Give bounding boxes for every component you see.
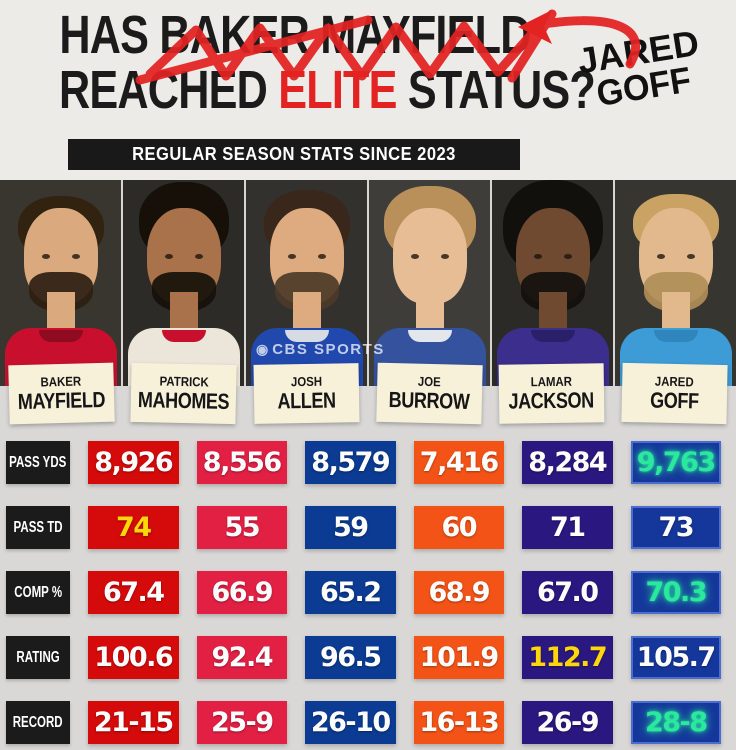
player-headshot bbox=[0, 180, 123, 386]
stat-cell: 8,579 bbox=[305, 441, 396, 484]
avatar-eye-left bbox=[164, 254, 173, 259]
avatar-face bbox=[392, 208, 467, 304]
player-last-name: MAYFIELD bbox=[17, 386, 106, 415]
player-name-card: JARED GOFF bbox=[621, 362, 728, 425]
stat-row-label: COMP % bbox=[6, 571, 70, 614]
avatar-eye-left bbox=[287, 254, 296, 259]
player-headshot bbox=[492, 180, 615, 386]
stat-cell: 65.2 bbox=[305, 571, 396, 614]
avatar-eye-left bbox=[533, 254, 542, 259]
player-name-card: JOE BURROW bbox=[376, 362, 483, 425]
title-line-2: REACHED ELITE STATUS? bbox=[59, 60, 596, 121]
stat-row: RATING 100.6 92.4 96.5 101.9 112.7 105.7 bbox=[0, 636, 736, 679]
stat-cell: 100.6 bbox=[88, 636, 179, 679]
player-last-name: MAHOMES bbox=[137, 387, 230, 415]
avatar-eye-left bbox=[410, 254, 419, 259]
stat-row-label: PASS YDS bbox=[6, 441, 70, 484]
avatar-eye-left bbox=[41, 254, 50, 259]
avatar-collar bbox=[653, 330, 698, 342]
subtitle-banner-text: REGULAR SEASON STATS SINCE 2023 bbox=[132, 144, 456, 164]
avatar-eye-left bbox=[656, 254, 665, 259]
title-crossed-name: BAKER MAYFIELD bbox=[159, 5, 531, 65]
player-last-name: JACKSON bbox=[509, 387, 595, 414]
stat-cell: 71 bbox=[522, 506, 613, 549]
stat-cell: 74 bbox=[88, 506, 179, 549]
stat-cell: 25-9 bbox=[196, 701, 287, 744]
stat-cell: 7,416 bbox=[413, 441, 504, 484]
stat-cell: 92.4 bbox=[196, 636, 287, 679]
subtitle-banner: REGULAR SEASON STATS SINCE 2023 bbox=[68, 139, 520, 170]
stat-cell: 96.5 bbox=[305, 636, 396, 679]
avatar-collar bbox=[407, 330, 452, 342]
stat-row-label: RECORD bbox=[6, 701, 70, 744]
stat-cell: 66.9 bbox=[196, 571, 287, 614]
stat-cell: 73 bbox=[630, 506, 721, 549]
avatar-collar bbox=[530, 330, 575, 342]
cbs-sports-label: CBS SPORTS bbox=[272, 341, 385, 358]
stat-cell: 16-13 bbox=[413, 701, 504, 744]
stat-cell: 60 bbox=[413, 506, 504, 549]
stat-cell: 70.3 bbox=[630, 571, 721, 614]
cbs-eye-icon: ◉ bbox=[256, 341, 269, 357]
stat-row: COMP % 67.4 66.9 65.2 68.9 67.0 70.3 bbox=[0, 571, 736, 614]
stat-cell: 112.7 bbox=[522, 636, 613, 679]
stat-cell: 59 bbox=[305, 506, 396, 549]
stat-row: RECORD 21-15 25-9 26-10 16-13 26-9 28-8 bbox=[0, 701, 736, 744]
avatar-eye-right bbox=[71, 254, 80, 259]
stat-cell: 68.9 bbox=[413, 571, 504, 614]
stat-row: PASS YDS 8,926 8,556 8,579 7,416 8,284 9,763 bbox=[0, 441, 736, 484]
stat-cell: 105.7 bbox=[630, 636, 721, 679]
cbs-sports-watermark: ◉ CBS SPORTS bbox=[256, 341, 385, 358]
stat-cell: 26-10 bbox=[305, 701, 396, 744]
title-line-1: HAS BAKER MAYFIELD bbox=[59, 5, 531, 65]
title-reached: REACHED bbox=[59, 60, 279, 121]
player-photos bbox=[0, 180, 736, 386]
stat-cell: 8,556 bbox=[196, 441, 287, 484]
avatar-collar bbox=[284, 330, 329, 342]
avatar-eye-right bbox=[563, 254, 572, 259]
avatar-eye-right bbox=[194, 254, 203, 259]
title-elite-word: ELITE bbox=[278, 60, 397, 121]
avatar-collar bbox=[38, 330, 83, 342]
player-last-name: GOFF bbox=[650, 387, 699, 414]
player-name-card: LAMAR JACKSON bbox=[499, 363, 605, 424]
player-name-card: BAKER MAYFIELD bbox=[8, 362, 115, 425]
stat-cell: 55 bbox=[196, 506, 287, 549]
stat-row-label: PASS TD bbox=[6, 506, 70, 549]
player-name-card: PATRICK MAHOMES bbox=[130, 362, 238, 425]
player-name-cards: BAKER MAYFIELD PATRICK MAHOMES JOSH ALLE… bbox=[0, 362, 736, 425]
stat-cell: 21-15 bbox=[88, 701, 179, 744]
stat-cell: 26-9 bbox=[522, 701, 613, 744]
stat-cell: 67.0 bbox=[522, 571, 613, 614]
stat-row: PASS TD 74 55 59 60 71 73 bbox=[0, 506, 736, 549]
player-headshot bbox=[615, 180, 736, 386]
stat-cell: 101.9 bbox=[413, 636, 504, 679]
avatar-eye-right bbox=[686, 254, 695, 259]
player-headshot bbox=[123, 180, 246, 386]
title-prefix: HAS bbox=[59, 5, 160, 65]
stat-cell: 67.4 bbox=[88, 571, 179, 614]
avatar-collar bbox=[161, 330, 206, 342]
player-last-name: BURROW bbox=[388, 387, 470, 415]
player-last-name: ALLEN bbox=[277, 387, 337, 414]
stat-cell: 8,926 bbox=[88, 441, 179, 484]
page-title: HAS BAKER MAYFIELD REACHED ELITE STATUS? bbox=[0, 5, 596, 121]
header: HAS BAKER MAYFIELD REACHED ELITE STATUS?… bbox=[0, 0, 736, 180]
stat-cell: 8,284 bbox=[522, 441, 613, 484]
stat-cell: 28-8 bbox=[630, 701, 721, 744]
player-name-card: JOSH ALLEN bbox=[253, 363, 360, 424]
avatar-eye-right bbox=[440, 254, 449, 259]
avatar-eye-right bbox=[317, 254, 326, 259]
stat-cell: 9,763 bbox=[630, 441, 721, 484]
player-headshot bbox=[369, 180, 492, 386]
stat-row-label: RATING bbox=[6, 636, 70, 679]
